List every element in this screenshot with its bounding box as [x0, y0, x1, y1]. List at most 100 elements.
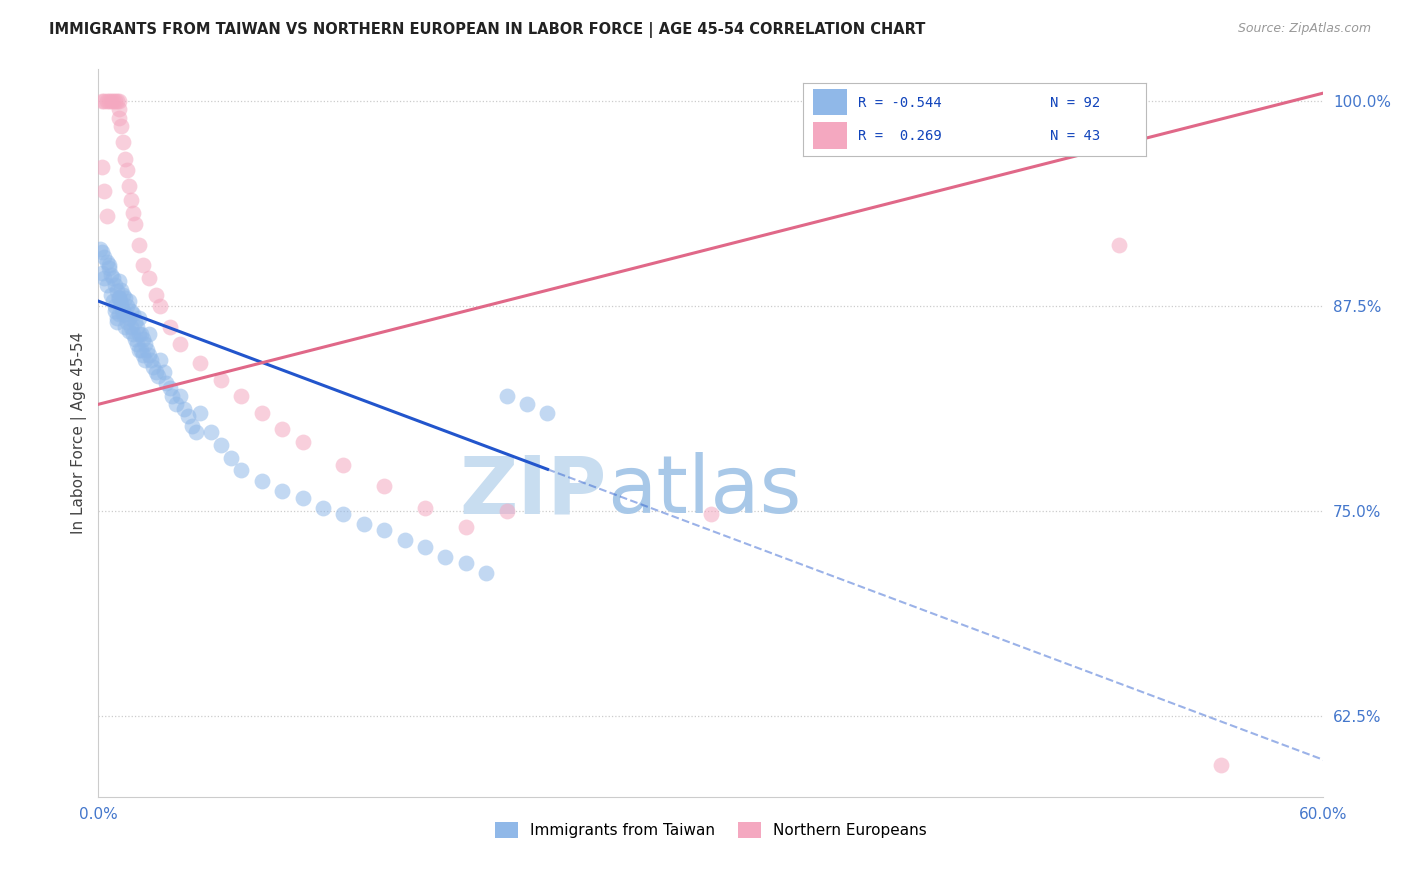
Point — [107, 275, 129, 289]
Point — [118, 294, 141, 309]
Point — [105, 315, 128, 329]
Point — [132, 258, 155, 272]
Point — [96, 95, 118, 109]
Point — [128, 238, 150, 252]
Point — [434, 549, 457, 564]
Point — [114, 291, 136, 305]
Point — [209, 373, 232, 387]
Point — [129, 326, 152, 341]
Point — [190, 356, 212, 370]
Point — [149, 353, 172, 368]
Point — [93, 250, 115, 264]
Point — [312, 500, 335, 515]
Point — [110, 283, 132, 297]
Point — [122, 307, 145, 321]
Point — [91, 95, 114, 109]
Point — [111, 135, 134, 149]
Point — [160, 389, 183, 403]
Point — [91, 244, 114, 259]
Point — [122, 205, 145, 219]
Point — [114, 320, 136, 334]
Point — [118, 179, 141, 194]
Legend: Immigrants from Taiwan, Northern Europeans: Immigrants from Taiwan, Northern Europea… — [489, 816, 934, 845]
Point — [97, 258, 120, 272]
Point — [104, 304, 127, 318]
Point — [118, 324, 141, 338]
Point — [138, 348, 160, 362]
Point — [93, 95, 115, 109]
Point — [413, 540, 436, 554]
Point — [93, 185, 115, 199]
Point — [105, 95, 128, 109]
Point — [136, 343, 159, 358]
Point — [142, 359, 165, 374]
Point — [1211, 757, 1233, 772]
Point — [107, 95, 129, 109]
Point — [271, 484, 294, 499]
Point — [169, 389, 191, 403]
Point — [1108, 238, 1130, 252]
Point — [115, 315, 138, 329]
Point — [120, 304, 142, 318]
Point — [454, 520, 477, 534]
Point — [169, 336, 191, 351]
Point — [101, 95, 124, 109]
Point — [186, 425, 208, 439]
Point — [128, 326, 150, 341]
Point — [127, 336, 149, 351]
Point — [231, 463, 253, 477]
Point — [104, 277, 127, 292]
Point — [111, 307, 134, 321]
Point — [100, 268, 122, 282]
Text: atlas: atlas — [607, 452, 801, 531]
Point — [373, 524, 395, 538]
Point — [97, 95, 120, 109]
Point — [177, 409, 200, 423]
Point — [516, 397, 538, 411]
Point — [115, 163, 138, 178]
Point — [134, 336, 156, 351]
Point — [101, 294, 124, 309]
Point — [219, 451, 242, 466]
Point — [118, 310, 141, 325]
Point — [200, 425, 222, 439]
Point — [124, 332, 146, 346]
Point — [454, 556, 477, 570]
Point — [145, 365, 167, 379]
Point — [104, 95, 127, 109]
Point — [138, 326, 160, 341]
Point — [97, 261, 120, 276]
Point — [114, 152, 136, 166]
Point — [115, 299, 138, 313]
Point — [105, 310, 128, 325]
Point — [96, 255, 118, 269]
Point — [475, 566, 498, 580]
Point — [120, 193, 142, 207]
Point — [250, 405, 273, 419]
Point — [132, 332, 155, 346]
Point — [291, 435, 314, 450]
Point — [146, 369, 169, 384]
Point — [111, 304, 134, 318]
Point — [134, 353, 156, 368]
Point — [413, 500, 436, 515]
Point — [495, 504, 517, 518]
Point — [132, 348, 155, 362]
Point — [107, 103, 129, 117]
Point — [165, 397, 187, 411]
Point — [495, 389, 517, 403]
Point — [353, 516, 375, 531]
Point — [128, 343, 150, 358]
Point — [107, 307, 129, 321]
Point — [332, 507, 354, 521]
Point — [394, 533, 416, 548]
Point — [107, 291, 129, 305]
Point — [138, 271, 160, 285]
Point — [124, 315, 146, 329]
Point — [332, 458, 354, 472]
Point — [700, 507, 723, 521]
Point — [127, 320, 149, 334]
Point — [129, 343, 152, 358]
Point — [114, 307, 136, 321]
Point — [231, 389, 253, 403]
